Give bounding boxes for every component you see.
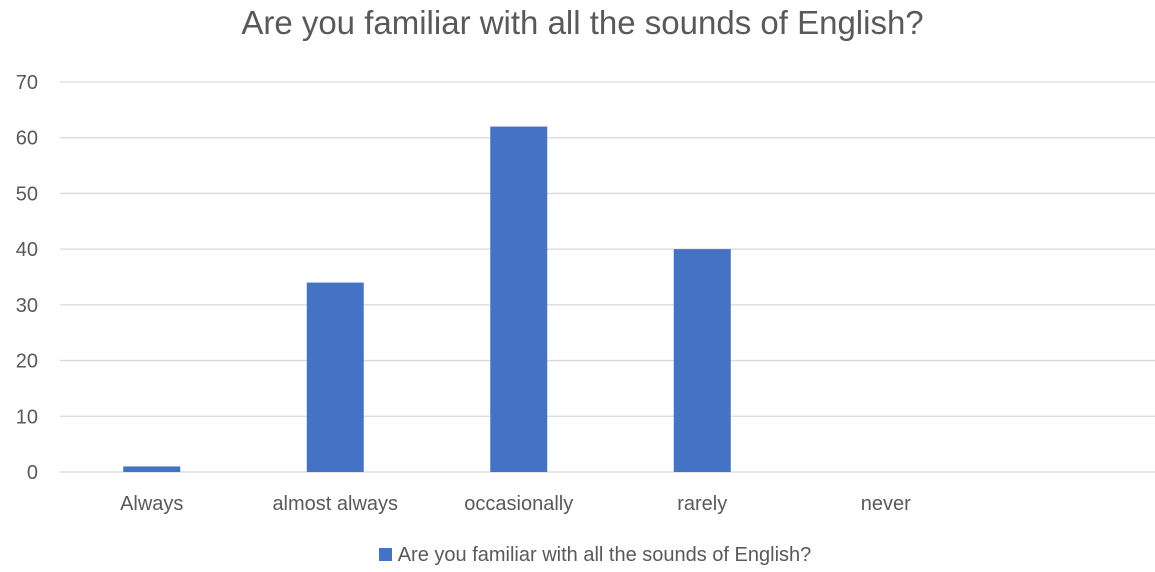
chart-title: Are you familiar with all the sounds of … [241,4,924,41]
x-axis-tick-labels: Always almost always occasionally rarely nev… [120,493,911,515]
x-tick-label-always: Always [120,493,183,515]
y-tick-label-40: 40 [16,239,38,261]
legend-swatch [378,548,392,561]
y-tick-label-60: 60 [16,128,38,150]
bars [123,126,731,473]
y-tick-label-30: 30 [16,295,38,317]
x-tick-label-occasionally: occasionally [464,493,573,515]
y-tick-label-20: 20 [16,351,38,373]
gridlines [60,81,1155,473]
y-tick-label-50: 50 [16,183,38,205]
bar-rarely [673,249,731,472]
y-tick-label-70: 70 [16,72,38,94]
bar-occasionally [490,126,548,473]
y-tick-label-0: 0 [27,462,38,484]
bar-always [123,466,181,472]
legend-label: Are you familiar with all the sounds of … [397,544,812,566]
x-tick-label-rarely: rarely [677,493,727,515]
bar-almost-always [306,282,364,472]
legend: Are you familiar with all the sounds of … [0,544,1155,567]
x-tick-label-almost-always: almost always [272,493,398,515]
y-axis-tick-labels: 0 10 20 30 40 50 60 70 [16,72,38,484]
y-tick-label-10: 10 [16,406,38,428]
x-tick-label-never: never [861,493,911,515]
